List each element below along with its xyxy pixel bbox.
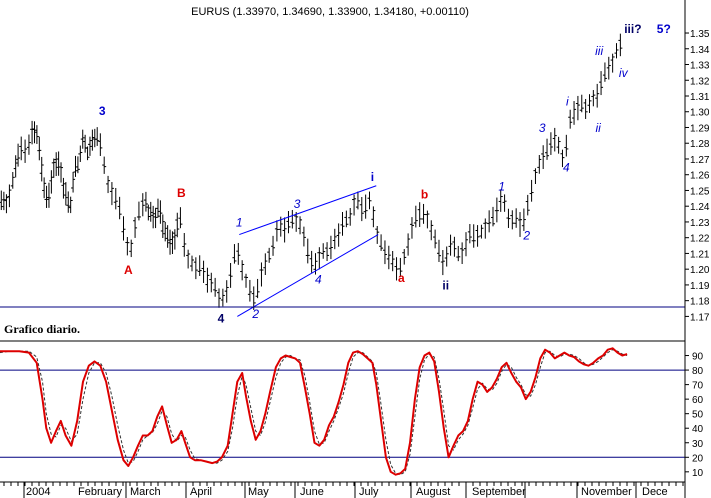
oscillator-lines	[0, 347, 628, 476]
price-tick-label: 1.31	[690, 92, 710, 103]
month-label: September	[472, 486, 526, 498]
chart-title: EURUS (1.33970, 1.34690, 1.33900, 1.3418…	[191, 6, 469, 18]
oscillator-panel: Grafico diario. 10 20 30 40 50 60 70 80 90	[0, 322, 704, 479]
wave-label: 4	[315, 272, 322, 286]
wave-label: 4	[563, 161, 570, 175]
wave-label: 1	[498, 179, 505, 193]
price-tick-label: 1.28	[690, 139, 710, 150]
price-tick-label: 1.17	[690, 312, 710, 323]
price-tick-label: 1.29	[690, 123, 710, 134]
month-label: June	[300, 486, 324, 498]
wave-label: i	[566, 94, 569, 108]
wave-label: iv	[619, 66, 629, 80]
price-tick-label: 1.25	[690, 186, 710, 197]
price-axis: 1.17 1.18 1.19 1.20 1.21 1.22 1.23 1.24 1.25 1.26…	[685, 29, 710, 323]
osc-tick-label: 80	[692, 366, 704, 377]
oscillator-line	[0, 347, 628, 476]
price-tick-label: 1.24	[690, 202, 710, 213]
price-tick-label: 1.23	[690, 218, 710, 229]
month-label: February	[78, 486, 123, 498]
panel-caption: Grafico diario.	[4, 322, 80, 336]
wave-label: 4	[218, 312, 225, 326]
price-tick-label: 1.20	[690, 265, 710, 276]
month-label: August	[416, 486, 450, 498]
month-label: Dece	[642, 486, 668, 498]
osc-tick-label: 60	[692, 395, 704, 406]
price-tick-label: 1.27	[690, 155, 710, 166]
signal-line	[0, 349, 628, 476]
wave-label: iii	[595, 44, 603, 58]
channel-line	[239, 185, 377, 236]
price-tick-label: 1.26	[690, 171, 710, 182]
wave-label: 2	[251, 307, 259, 321]
price-panel: EURUS (1.33970, 1.34690, 1.33900, 1.3418…	[0, 6, 710, 326]
osc-tick-label: 70	[692, 381, 704, 392]
osc-tick-label: 20	[692, 453, 704, 464]
wave-label: ii	[595, 121, 601, 135]
osc-tick-label: 50	[692, 410, 704, 421]
wave-label: ii	[442, 279, 449, 293]
price-bars	[0, 33, 623, 311]
wave-label: 2	[522, 228, 530, 242]
channel-line	[237, 234, 379, 317]
osc-tick-label: 90	[692, 352, 704, 363]
price-tick-label: 1.30	[690, 108, 710, 119]
wave-label: B	[177, 186, 186, 200]
oscillator-axis: 10 20 30 40 50 60 70 80 90	[0, 352, 704, 479]
wave-label: b	[421, 187, 428, 201]
wave-label: 3	[539, 121, 546, 135]
month-label: May	[248, 486, 269, 498]
wave-label: a	[398, 271, 405, 285]
wave-label: 3	[294, 197, 301, 211]
osc-tick-label: 10	[692, 468, 704, 479]
month-label: March	[130, 486, 161, 498]
trend-channel	[237, 185, 379, 317]
price-tick-label: 1.32	[690, 76, 710, 87]
wave-label: 5?	[657, 22, 671, 36]
month-label: April	[190, 486, 212, 498]
wave-label: i	[371, 170, 374, 184]
price-tick-label: 1.35	[690, 29, 710, 40]
osc-tick-label: 30	[692, 439, 704, 450]
month-label: July	[359, 486, 379, 498]
osc-tick-label: 40	[692, 424, 704, 435]
wave-label: A	[124, 263, 133, 277]
price-tick-label: 1.21	[690, 249, 710, 260]
price-tick-label: 1.34	[690, 45, 710, 56]
month-label: 2004	[26, 486, 50, 498]
wave-label: 1	[236, 216, 243, 230]
wave-label: 3	[99, 104, 106, 118]
price-tick-label: 1.33	[690, 61, 710, 72]
x-axis: 2004 February March April May June July August S…	[0, 481, 685, 498]
wave-label: iii?	[624, 22, 641, 36]
price-tick-label: 1.22	[690, 234, 710, 245]
price-tick-label: 1.19	[690, 281, 710, 292]
month-label: November	[581, 486, 632, 498]
price-tick-label: 1.18	[690, 297, 710, 308]
